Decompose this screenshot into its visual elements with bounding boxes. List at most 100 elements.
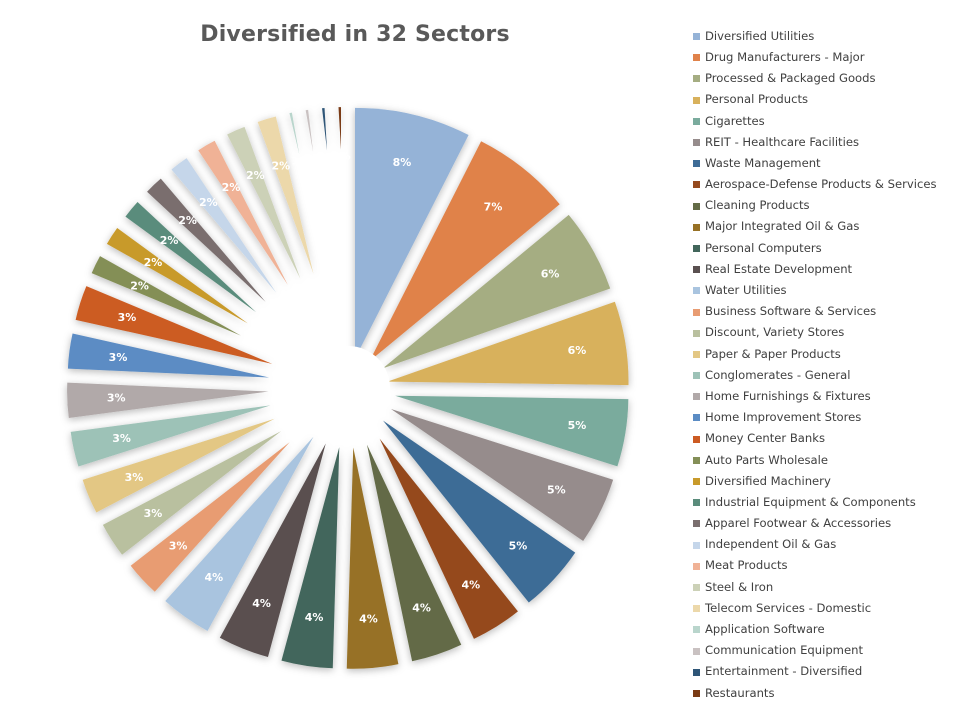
legend-item: Water Utilities — [693, 280, 955, 301]
pie-slice-32 — [338, 107, 341, 150]
slice-data-label-25: 2% — [199, 196, 218, 209]
legend-swatch — [693, 33, 700, 41]
legend-item: Restaurants — [693, 683, 955, 704]
legend-swatch — [693, 139, 700, 147]
pie-data-labels: 8% 7% 6% 6% 5% 5% 5% 4% 4% 4% 4% 4% 4% 3% 3% 3% 3% 3% 3% 3%… — [107, 150, 586, 626]
slice-data-label-14: 3% — [169, 539, 188, 552]
slice-data-label-15: 3% — [144, 507, 163, 520]
pie-slice-20 — [75, 286, 273, 364]
legend-item: Cleaning Products — [693, 196, 955, 217]
legend-label: Telecom Services - Domestic — [705, 600, 872, 615]
slice-data-label-28: 2% — [272, 159, 291, 172]
legend-label: Entertainment - Diversified — [705, 664, 863, 679]
pie-slice-15 — [102, 431, 282, 555]
pie-slices — [67, 107, 629, 669]
legend-label: Auto Parts Wholesale — [705, 452, 828, 467]
legend-item: Independent Oil & Gas — [693, 535, 955, 556]
legend-swatch — [693, 541, 700, 549]
legend-swatch — [693, 435, 700, 443]
legend-item: Auto Parts Wholesale — [693, 450, 955, 471]
slice-data-label-21: 2% — [130, 280, 149, 293]
legend-swatch — [693, 647, 700, 655]
legend-swatch — [693, 372, 700, 380]
slice-data-label-22: 2% — [144, 256, 163, 269]
legend-swatch — [693, 329, 700, 337]
slice-data-label-3: 6% — [541, 267, 560, 280]
pie-slice-12 — [219, 443, 326, 658]
legend-item: Paper & Paper Products — [693, 344, 955, 365]
pie-slice-31 — [322, 107, 328, 151]
legend-label: Industrial Equipment & Components — [705, 494, 916, 509]
pie-slice-29 — [289, 112, 300, 155]
legend-swatch — [693, 117, 700, 125]
slice-data-label-20: 3% — [118, 311, 137, 324]
pie-slice-25 — [171, 158, 277, 293]
pie-slice-8 — [379, 438, 518, 639]
slice-data-label-27: 2% — [246, 169, 265, 182]
legend-item: Diversified Utilities — [693, 26, 955, 47]
legend-label: Diversified Utilities — [705, 28, 815, 43]
legend-swatch — [693, 266, 700, 274]
slice-data-label-7: 5% — [509, 539, 528, 552]
slice-data-label-31: 1% — [318, 150, 337, 163]
pie-chart: 8% 7% 6% 6% 5% 5% 5% 4% 4% 4% 4% 4% 4% 3% 3% 3% 3% 3% 3% 3%… — [67, 107, 629, 669]
legend-label: Real Estate Development — [705, 261, 853, 276]
legend-label: Restaurants — [705, 685, 775, 700]
slice-data-label-18: 3% — [107, 392, 126, 405]
legend-item: Personal Products — [693, 90, 955, 111]
pie-slice-30 — [305, 109, 314, 153]
legend-item: Drug Manufacturers - Major — [693, 47, 955, 68]
legend-item: Home Improvement Stores — [693, 407, 955, 428]
legend-swatch — [693, 478, 700, 486]
pie-slice-24 — [147, 178, 266, 302]
legend-label: Money Center Banks — [705, 431, 825, 446]
legend-label: Business Software & Services — [705, 304, 877, 319]
legend-swatch — [693, 499, 700, 507]
legend-label: Water Utilities — [705, 283, 787, 298]
legend-swatch — [693, 181, 700, 189]
slice-data-label-1: 8% — [393, 156, 412, 169]
legend-swatch — [693, 96, 700, 104]
legend-item: Cigarettes — [693, 111, 955, 132]
legend-item: Steel & Iron — [693, 577, 955, 598]
legend-label: Drug Manufacturers - Major — [705, 49, 865, 64]
slice-data-label-9: 4% — [412, 602, 431, 615]
slice-data-label-2: 7% — [484, 200, 503, 213]
pie-slice-22 — [106, 227, 248, 324]
pie-slice-21 — [91, 256, 241, 336]
legend-swatch — [693, 456, 700, 464]
legend-item: Business Software & Services — [693, 301, 955, 322]
legend-label: Home Improvement Stores — [705, 410, 862, 425]
legend-label: Personal Products — [705, 92, 809, 107]
legend-swatch — [693, 562, 700, 570]
legend-label: Home Furnishings & Fixtures — [705, 388, 871, 403]
legend-label: Cleaning Products — [705, 198, 810, 213]
pie-slice-4 — [387, 301, 629, 386]
legend-label: Conglomerates - General — [705, 367, 851, 382]
slice-data-label-19: 3% — [109, 351, 128, 364]
legend-item: Home Furnishings & Fixtures — [693, 386, 955, 407]
legend-item: Meat Products — [693, 556, 955, 577]
legend-swatch — [693, 223, 700, 231]
legend-item: Processed & Packaged Goods — [693, 68, 955, 89]
legend-item: Waste Management — [693, 153, 955, 174]
legend-swatch — [693, 689, 700, 697]
legend-item: Real Estate Development — [693, 259, 955, 280]
pie-slice-14 — [130, 442, 290, 592]
pie-slice-10 — [346, 447, 399, 669]
pie-slice-28 — [257, 116, 314, 274]
slice-data-label-8: 4% — [461, 578, 480, 591]
pie-slice-11 — [281, 447, 340, 669]
pie-slice-3 — [382, 214, 611, 369]
slice-data-label-29: 1% — [291, 154, 310, 167]
slice-data-label-5: 5% — [568, 419, 587, 432]
legend-item: Communication Equipment — [693, 640, 955, 661]
legend-label: Meat Products — [705, 558, 788, 573]
legend-item: Major Integrated Oil & Gas — [693, 217, 955, 238]
pie-slice-5 — [395, 395, 629, 467]
donut-hole — [306, 346, 390, 430]
slice-data-label-17: 3% — [112, 432, 131, 445]
legend-label: Steel & Iron — [705, 579, 774, 594]
legend-label: Paper & Paper Products — [705, 346, 841, 361]
legend-item: REIT - Healthcare Facilities — [693, 132, 955, 153]
